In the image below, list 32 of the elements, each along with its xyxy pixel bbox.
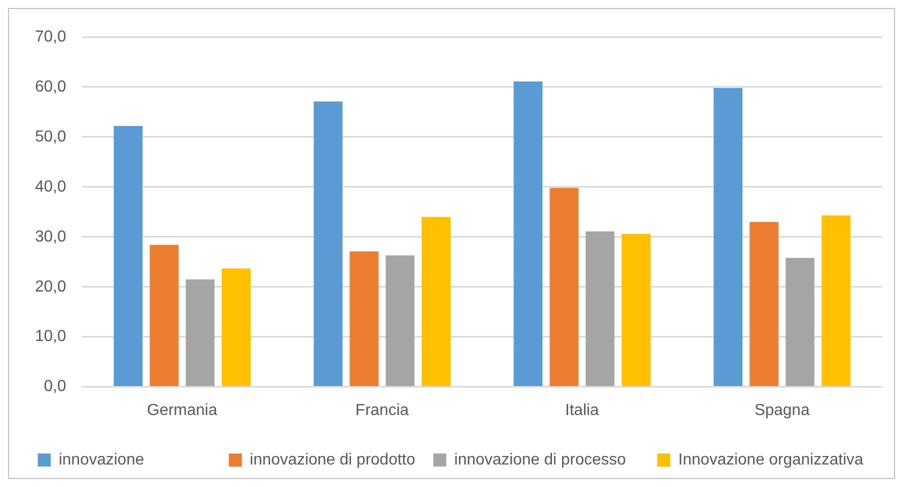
y-tick-label: 70,0 <box>35 28 66 46</box>
x-tick-label: Francia <box>355 402 409 419</box>
y-tick-label: 50,0 <box>35 128 66 146</box>
legend-label: innovazione di processo <box>454 451 640 468</box>
bar <box>786 258 814 386</box>
legend-label: Innovazione organizzativa <box>678 451 864 468</box>
bar <box>622 234 650 386</box>
bar <box>714 88 742 386</box>
y-tick-label: 10,0 <box>35 328 66 346</box>
bar <box>314 101 342 386</box>
bar <box>422 216 450 386</box>
x-tick-label: Germania <box>147 402 218 419</box>
bar <box>822 215 850 386</box>
y-tick-label: 20,0 <box>35 278 66 296</box>
bar <box>114 126 143 386</box>
x-tick-label: Spagna <box>754 402 810 419</box>
bar <box>550 188 578 386</box>
legend-label: innovazione di prodotto <box>250 451 416 468</box>
y-tick-label: 30,0 <box>35 228 66 246</box>
bar <box>586 231 614 386</box>
y-tick-label: 0,0 <box>44 378 66 396</box>
x-tick-label: Italia <box>565 402 600 419</box>
y-tick-label: 40,0 <box>35 178 66 196</box>
bar <box>186 279 215 386</box>
bar <box>222 268 251 386</box>
bar <box>150 244 179 386</box>
bar <box>514 81 542 386</box>
y-tick-label: 60,0 <box>35 78 66 96</box>
bar <box>386 255 414 386</box>
legend-label: innovazione <box>58 451 211 468</box>
bar <box>350 251 378 386</box>
bar <box>750 222 778 386</box>
